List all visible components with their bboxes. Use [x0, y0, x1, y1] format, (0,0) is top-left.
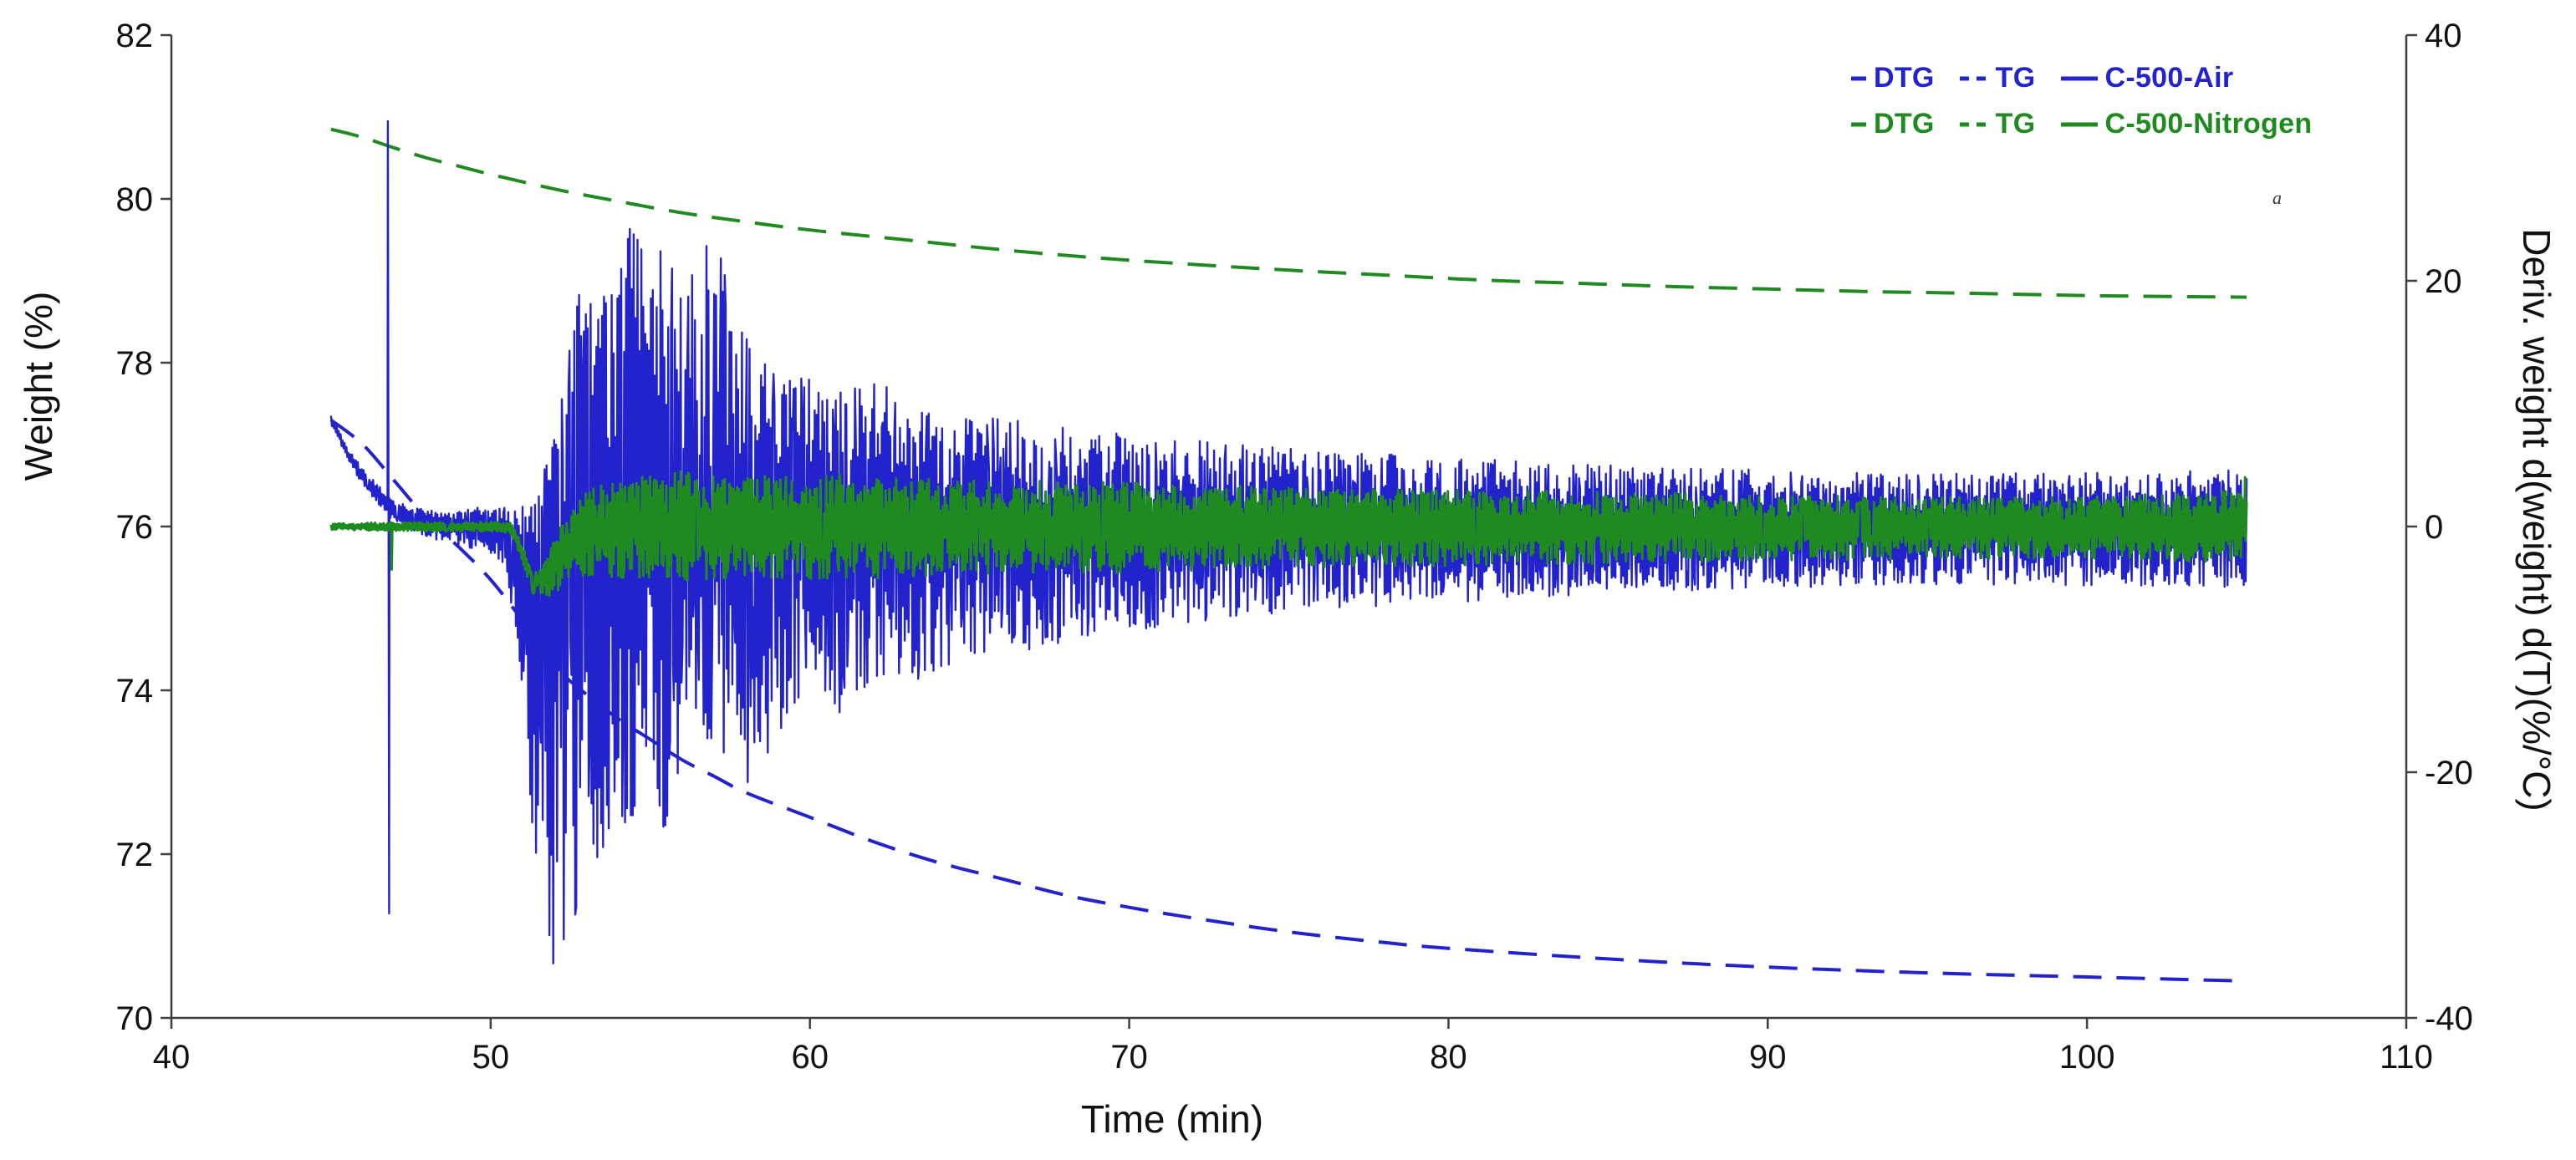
y-axis-right-title: Deriv. weight d(weight) d(T)(%/°C) — [2515, 228, 2558, 811]
x-tick-label: 110 — [2380, 1039, 2433, 1076]
y-axis-left-title: Weight (%) — [17, 291, 60, 481]
y-left-tick-label: 74 — [116, 673, 154, 710]
y-right-tick-label: 0 — [2425, 509, 2443, 546]
x-tick-label: 60 — [791, 1039, 829, 1076]
tg-air-curve — [329, 419, 2247, 983]
legend-dashed-marker-icon — [1959, 122, 1988, 126]
legend-solid-marker-icon — [2060, 122, 2098, 126]
dtg-nitrogen-curve — [329, 470, 2248, 598]
y-right-tick-label: 40 — [2425, 18, 2462, 54]
legend-dash-marker-icon — [1851, 122, 1866, 126]
legend-dashed-marker-icon — [1959, 76, 1988, 80]
x-tick-label: 80 — [1430, 1039, 1467, 1076]
legend-dash-marker-icon — [1851, 76, 1866, 80]
y-right-tick-label: 20 — [2425, 263, 2462, 300]
x-tick-label: 90 — [1749, 1039, 1787, 1076]
legend-item-dtg: DTG — [1849, 108, 1935, 140]
legend: DTG TG C-500-Air DTG TG C-500-Nitrogen — [1849, 62, 2312, 140]
legend-item-tg: TG — [1958, 62, 2036, 94]
legend-item-dtg: DTG — [1849, 62, 1935, 94]
legend-label: C-500-Nitrogen — [2104, 108, 2313, 140]
x-tick-label: 100 — [2059, 1039, 2115, 1076]
legend-label: C-500-Air — [2104, 62, 2234, 94]
legend-row-c-500-air: DTG TG C-500-Air — [1849, 62, 2312, 94]
legend-item-tg: TG — [1958, 108, 2036, 140]
y-right-tick-label: -20 — [2425, 755, 2473, 791]
legend-row-c-500-nitrogen: DTG TG C-500-Nitrogen — [1849, 108, 2312, 140]
y-left-tick-label: 72 — [116, 837, 154, 873]
tg-nitrogen-curve — [330, 127, 2247, 299]
y-left-tick-label: 76 — [116, 509, 154, 546]
legend-label: TG — [1995, 108, 2036, 140]
dtg-air-curve — [329, 120, 2248, 964]
annotation-a: a — [2272, 187, 2282, 208]
x-tick-label: 40 — [153, 1039, 191, 1076]
y-right-tick-label: -40 — [2425, 1000, 2473, 1037]
x-tick-label: 50 — [472, 1039, 510, 1076]
legend-solid-marker-icon — [2060, 76, 2098, 80]
legend-label: DTG — [1874, 108, 1935, 140]
legend-item-c-500-nitrogen: C-500-Nitrogen — [2059, 108, 2313, 140]
y-left-tick-label: 80 — [116, 181, 154, 218]
legend-label: DTG — [1874, 62, 1935, 94]
x-axis-title: Time (min) — [1080, 1097, 1264, 1141]
x-tick-label: 70 — [1110, 1039, 1148, 1076]
y-left-tick-label: 78 — [116, 345, 154, 382]
y-left-tick-label: 70 — [116, 1000, 154, 1037]
y-left-tick-label: 82 — [116, 18, 154, 54]
legend-item-c-500-air: C-500-Air — [2059, 62, 2234, 94]
legend-label: TG — [1995, 62, 2036, 94]
